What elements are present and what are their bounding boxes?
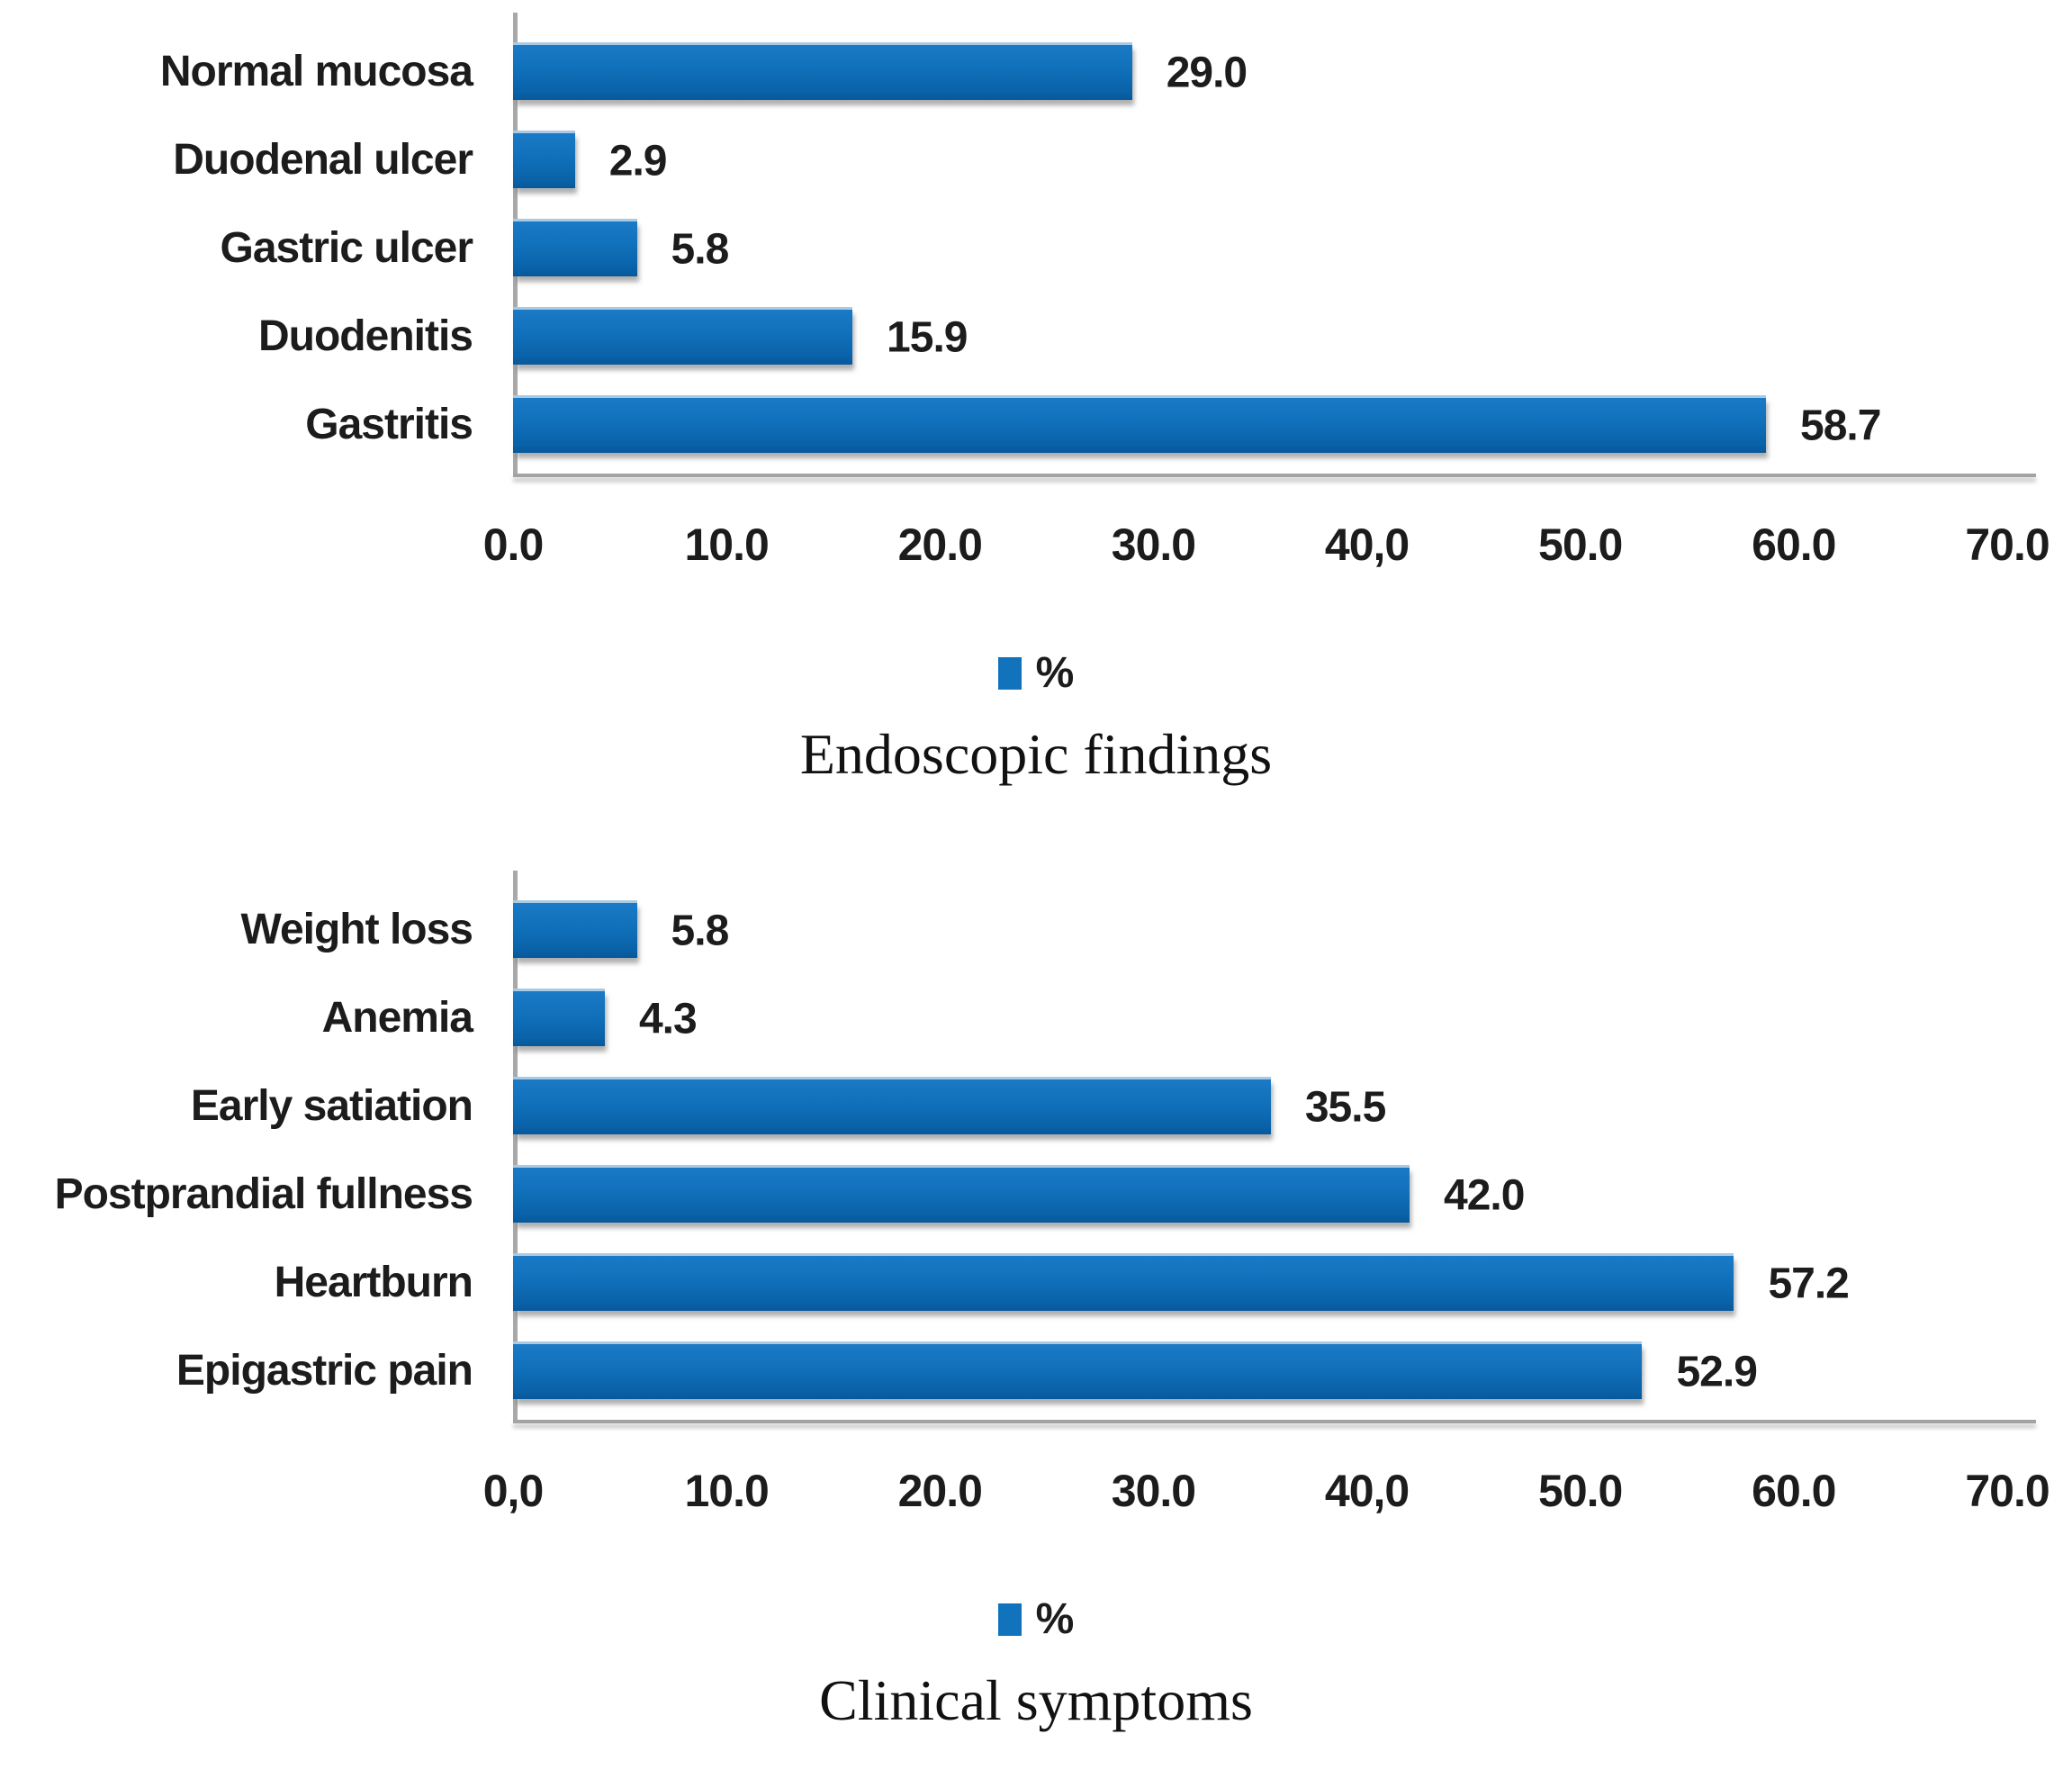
x-tick-label: 50.0 [1538,1466,1623,1516]
category-label: Gastritis [305,400,473,448]
value-label: 4.3 [638,995,698,1043]
category-label: Anemia [321,993,473,1042]
value-label: 42.0 [1444,1171,1525,1219]
legend: % [0,1594,2072,1644]
chart-row: Postprandial fullness 42.0 [0,1150,2072,1238]
chart-row: Gastritis 58.7 [0,380,2072,468]
category-label: Duodenal ulcer [173,135,473,184]
category-label: Duodenitis [258,312,473,360]
x-tick-label: 40,0 [1324,519,1410,570]
bar-track: 35.5 [513,1077,2007,1134]
x-tick-label: 50.0 [1538,519,1623,570]
chart-row: Weight loss 5.8 [0,885,2072,973]
bar: 42.0 [513,1165,1525,1223]
chart-row: Epigastric pain 52.9 [0,1326,2072,1414]
bar: 29.0 [513,42,1248,100]
bar-track: 57.2 [513,1253,2007,1311]
bar-track: 52.9 [513,1341,2007,1399]
value-label: 2.9 [608,137,668,185]
value-label: 52.9 [1676,1348,1757,1395]
bar: 2.9 [513,131,667,188]
chart-row: Duodenal ulcer 2.9 [0,115,2072,203]
bar-track: 5.8 [513,219,2007,276]
category-label: Epigastric pain [176,1346,473,1395]
bar-track: 58.7 [513,395,2007,453]
value-label: 58.7 [1800,402,1881,449]
bar-track: 42.0 [513,1165,2007,1223]
bar-track: 5.8 [513,900,2007,958]
chart-row: Heartburn 57.2 [0,1238,2072,1326]
chart-row: Normal mucosa 29.0 [0,27,2072,115]
bar-track: 29.0 [513,42,2007,100]
bar-chart-endoscopic-findings: Normal mucosa 29.0 Duodenal ulcer 2.9 Gastri… [0,13,2072,788]
chart-row: Early satiation 35.5 [0,1061,2072,1150]
x-tick-label: 0.0 [482,519,545,570]
chart-row: Gastric ulcer 5.8 [0,203,2072,292]
x-tick-label: 30.0 [1111,519,1196,570]
value-label: 29.0 [1166,49,1248,96]
value-label: 35.5 [1304,1083,1386,1131]
x-axis-ticks: 0,0 10.0 20.0 30.0 40,0 50.0 60.0 70.0 [483,1465,2050,1522]
x-axis-ticks: 0.0 10.0 20.0 30.0 40,0 50.0 60.0 70.0 [483,519,2050,576]
plot-area: Normal mucosa 29.0 Duodenal ulcer 2.9 Gastri… [0,13,2072,477]
bar-track: 15.9 [513,307,2007,365]
bar-chart-clinical-symptoms: Weight loss 5.8 Anemia 4.3 Early satiation 35… [0,871,2072,1734]
x-tick-label: 40,0 [1324,1466,1410,1516]
value-label: 57.2 [1768,1260,1849,1307]
bar: 5.8 [513,900,729,958]
legend-label: % [1035,649,1075,697]
legend-swatch-icon [997,656,1022,690]
x-tick-label: 0,0 [482,1466,545,1516]
bar-rows: Normal mucosa 29.0 Duodenal ulcer 2.9 Gastri… [0,27,2072,468]
category-label: Normal mucosa [159,47,473,95]
chart-row: Anemia 4.3 [0,973,2072,1061]
category-label: Postprandial fullness [54,1169,473,1218]
chart-row: Duodenitis 15.9 [0,292,2072,380]
chart-title: Endoscopic findings [799,722,1273,786]
chart-title: Clinical symptoms [819,1668,1253,1732]
bar: 15.9 [513,307,968,365]
plot-area: Weight loss 5.8 Anemia 4.3 Early satiation 35… [0,871,2072,1423]
value-label: 5.8 [671,225,730,273]
category-label: Gastric ulcer [220,223,473,272]
bar: 52.9 [513,1341,1758,1399]
bar: 58.7 [513,395,1881,453]
legend: % [0,648,2072,698]
bar-track: 4.3 [513,989,2007,1046]
bar: 57.2 [513,1253,1850,1311]
legend-swatch-icon [997,1603,1022,1636]
x-tick-label: 20.0 [897,519,983,570]
value-label: 5.8 [671,907,730,954]
category-label: Weight loss [240,905,473,953]
x-tick-label: 20.0 [897,1466,983,1516]
category-label: Early satiation [190,1081,473,1130]
bar-rows: Weight loss 5.8 Anemia 4.3 Early satiation 35… [0,885,2072,1414]
x-tick-label: 70.0 [1965,1466,2049,1516]
x-tick-label: 30.0 [1111,1466,1196,1516]
bar: 35.5 [513,1077,1386,1134]
bar: 5.8 [513,219,729,276]
bar: 4.3 [513,989,698,1046]
y-axis-line [513,871,518,1422]
x-axis-line [513,1420,2036,1423]
x-tick-label: 70.0 [1965,519,2049,570]
x-tick-label: 60.0 [1752,519,1836,570]
figure-page: Normal mucosa 29.0 Duodenal ulcer 2.9 Gastri… [0,13,2072,1734]
value-label: 15.9 [887,313,968,361]
bar-track: 2.9 [513,131,2007,188]
x-tick-label: 10.0 [684,519,769,570]
legend-label: % [1035,1595,1075,1643]
x-axis-line [513,474,2036,477]
x-tick-label: 60.0 [1752,1466,1836,1516]
category-label: Heartburn [274,1258,473,1306]
x-tick-label: 10.0 [684,1466,769,1516]
